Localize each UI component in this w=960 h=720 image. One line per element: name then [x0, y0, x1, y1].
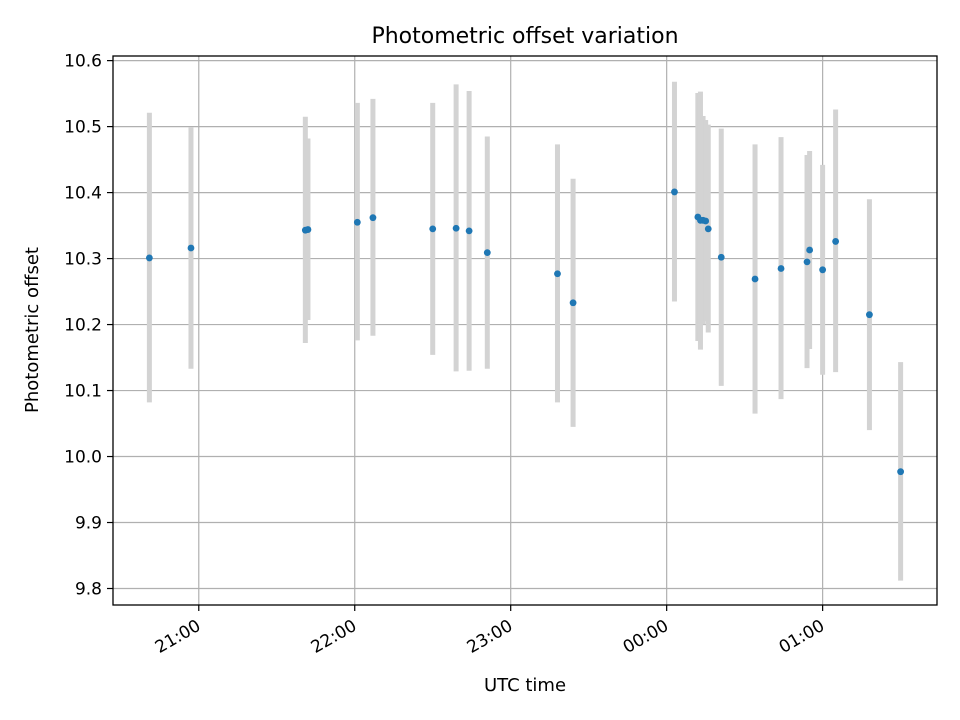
chart-title: Photometric offset variation: [371, 24, 678, 49]
data-point: [554, 270, 561, 278]
y-tick-label: 9.9: [75, 514, 102, 534]
data-point: [806, 246, 814, 254]
data-point: [353, 218, 361, 226]
y-axis-ticks: 9.8 9.9 10.0 10.1 10.2 10.3 10.4 10.5 10.6: [64, 52, 113, 600]
y-tick-label: 10.0: [64, 448, 102, 468]
y-tick-label: 10.2: [64, 316, 102, 336]
x-axis-label: UTC time: [484, 675, 566, 696]
data-point: [465, 227, 473, 235]
y-tick-label: 10.6: [64, 52, 102, 72]
data-point: [803, 258, 811, 266]
data-point: [866, 311, 873, 319]
y-tick-label: 9.8: [75, 580, 102, 600]
data-point: [819, 266, 827, 274]
data-point: [369, 214, 377, 222]
data-point: [717, 253, 725, 261]
data-point: [777, 265, 785, 272]
data-point: [702, 217, 710, 225]
y-tick-label: 10.3: [64, 250, 102, 270]
data-point: [569, 299, 577, 307]
data-points: [145, 188, 905, 476]
data-point: [145, 254, 153, 262]
data-point: [483, 249, 491, 257]
data-point: [187, 244, 195, 252]
data-point: [897, 468, 905, 476]
data-point: [671, 188, 678, 196]
y-tick-label: 10.5: [64, 118, 102, 138]
data-point: [704, 225, 712, 233]
y-tick-label: 10.1: [64, 382, 102, 402]
data-point: [452, 224, 460, 232]
plot-frame: [112, 55, 938, 606]
data-point: [751, 275, 759, 283]
y-axis-label: Photometric offset: [22, 247, 43, 413]
data-point: [304, 226, 312, 233]
y-tick-label: 10.4: [64, 184, 102, 204]
data-point: [429, 225, 437, 233]
data-point: [832, 238, 840, 245]
